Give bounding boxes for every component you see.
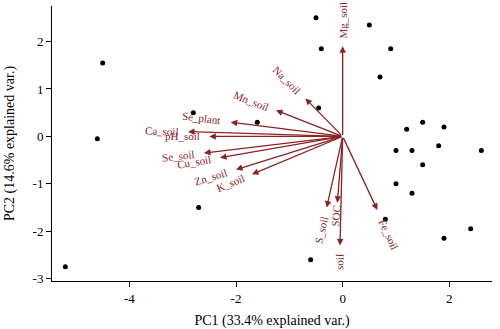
svg-text:PC1 (33.4% explained var.): PC1 (33.4% explained var.): [194, 313, 349, 329]
svg-text:PC2 (14.6% explained var.): PC2 (14.6% explained var.): [2, 66, 18, 221]
svg-text:S_soil: S_soil: [313, 215, 331, 244]
svg-text:2: 2: [37, 34, 44, 49]
svg-text:Mn_soil: Mn_soil: [232, 89, 271, 114]
svg-text:SOC: SOC: [329, 205, 343, 227]
svg-text:1: 1: [37, 82, 44, 97]
svg-text:Fe_soil: Fe_soil: [376, 217, 401, 251]
svg-text:-1: -1: [33, 176, 44, 191]
svg-text:Na_soil: Na_soil: [270, 64, 303, 97]
svg-text:Se_soil: Se_soil: [161, 148, 195, 164]
svg-text:Ca_soil: Ca_soil: [145, 124, 179, 137]
svg-text:2: 2: [446, 291, 453, 306]
svg-text:0: 0: [37, 129, 44, 144]
svg-text:K_soil: K_soil: [215, 172, 247, 194]
svg-text:Cu_soil: Cu_soil: [176, 153, 212, 171]
svg-text:-2: -2: [231, 291, 242, 306]
svg-text:-3: -3: [33, 271, 44, 286]
svg-text:Mg_soil: Mg_soil: [337, 2, 349, 39]
svg-text:pH_soil: pH_soil: [165, 130, 200, 142]
svg-text:Se_plant: Se_plant: [181, 110, 221, 127]
svg-text:-4: -4: [124, 291, 135, 306]
svg-text:soil: soil: [333, 254, 345, 270]
svg-text:0: 0: [339, 291, 346, 306]
svg-text:Zn_soil: Zn_soil: [193, 166, 229, 187]
svg-text:-2: -2: [33, 224, 44, 239]
